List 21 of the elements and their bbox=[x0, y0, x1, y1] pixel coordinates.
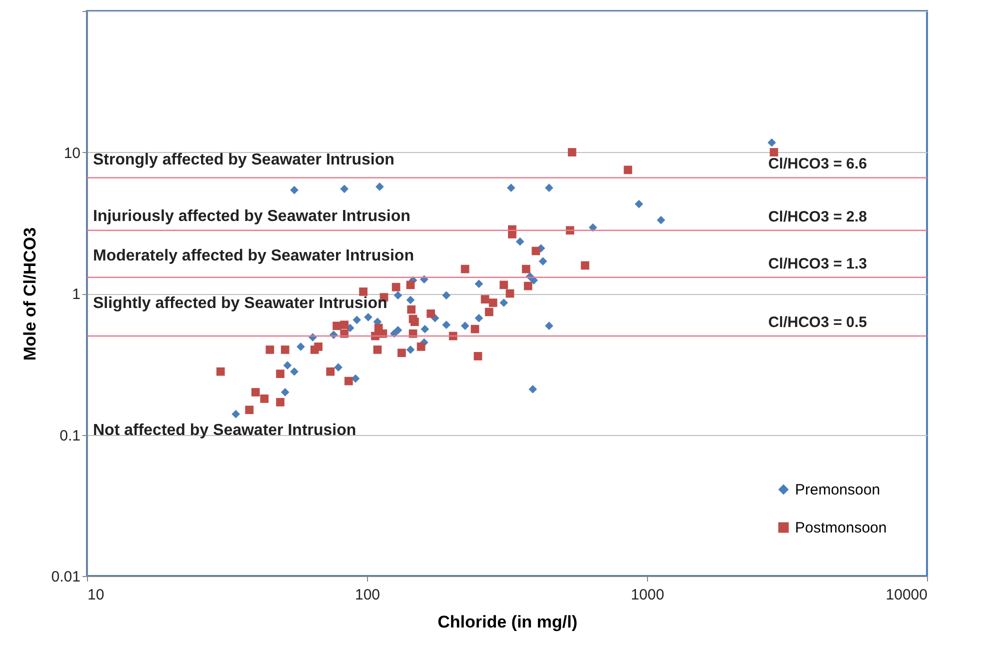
x-tick-label: 1000 bbox=[630, 586, 664, 604]
x-tick-label: 100 bbox=[354, 586, 380, 604]
annotation: Strongly affected by Seawater Intrusion bbox=[93, 152, 394, 169]
annotation: Slightly affected by Seawater Intrusion bbox=[93, 295, 388, 312]
ref-line-label: Cl/HCO3 = 0.5 bbox=[768, 314, 867, 332]
ref-line-label: Cl/HCO3 = 6.6 bbox=[768, 156, 867, 173]
y-tick-label: 10 bbox=[64, 144, 80, 162]
y-tick-label: 0.01 bbox=[51, 568, 80, 586]
y-tick-label: 1 bbox=[72, 286, 80, 303]
annotation: Injuriously affected by Seawater Intrusion bbox=[93, 208, 410, 226]
x-axis-title: Chloride (in mg/l) bbox=[438, 612, 578, 632]
y-axis-title: Mole of Cl/HCO3 bbox=[20, 227, 40, 361]
annotation: Moderately affected by Seawater Intrusion bbox=[93, 248, 414, 265]
annotation: Not affected by Seawater Intrusion bbox=[93, 422, 356, 440]
ref-line-label: Cl/HCO3 = 2.8 bbox=[768, 208, 867, 226]
x-tick-label: 10000 bbox=[886, 586, 928, 604]
legend-label: Premonsoon bbox=[795, 482, 880, 498]
ref-line-label: Cl/HCO3 = 1.3 bbox=[768, 255, 867, 272]
x-tick-label: 10 bbox=[88, 586, 104, 604]
legend-label: Postmonsoon bbox=[795, 520, 887, 536]
y-tick-label: 0.1 bbox=[60, 427, 80, 444]
